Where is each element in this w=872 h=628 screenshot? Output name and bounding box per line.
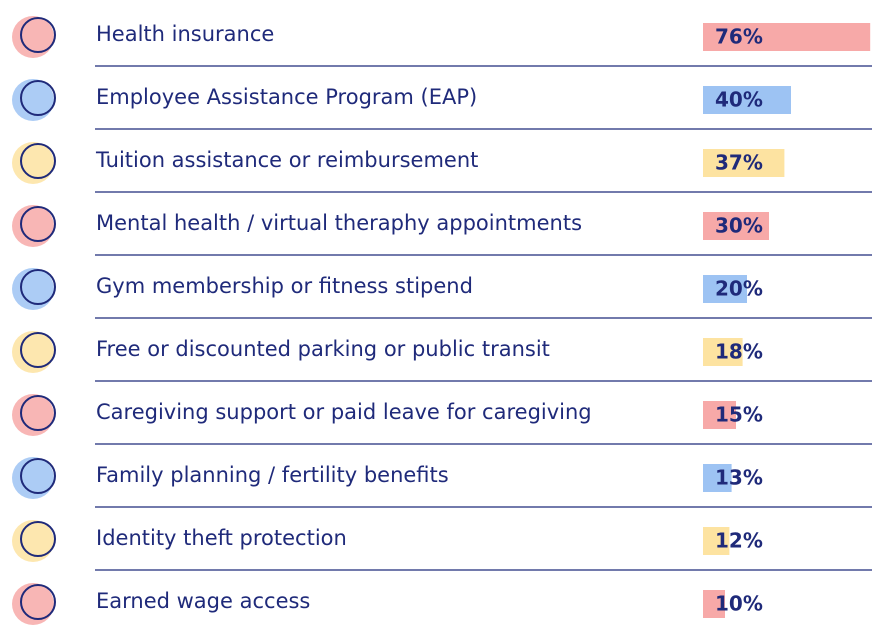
bar [703, 338, 743, 366]
category-label: Earned wage access [96, 589, 310, 613]
bar [703, 464, 732, 492]
icon-outline [20, 584, 56, 620]
category-label: Free or discounted parking or public tra… [96, 337, 550, 361]
value-label: 18% [715, 340, 763, 364]
icon-outline [20, 521, 56, 557]
bar [703, 149, 785, 177]
category-label: Family planning / fertility benefits [96, 463, 449, 487]
category-label: Tuition assistance or reimbursement [95, 148, 478, 172]
bar [703, 23, 871, 51]
icon-outline [20, 80, 56, 116]
icon-outline [20, 206, 56, 242]
value-label: 30% [715, 214, 763, 238]
value-label: 12% [715, 529, 763, 553]
icon-outline [20, 458, 56, 494]
bar [703, 212, 769, 240]
category-label: Health insurance [96, 22, 274, 46]
value-label: 20% [715, 277, 763, 301]
category-label: Gym membership or fitness stipend [96, 274, 473, 298]
category-label: Identity theft protection [96, 526, 347, 550]
category-label: Caregiving support or paid leave for car… [96, 400, 592, 424]
icon-outline [20, 269, 56, 305]
bar [703, 527, 730, 555]
bar [703, 275, 747, 303]
category-label: Employee Assistance Program (EAP) [96, 85, 477, 109]
icon-outline [20, 17, 56, 53]
bar [703, 590, 725, 618]
value-label: 76% [715, 25, 763, 49]
value-label: 37% [715, 151, 763, 175]
bar [703, 86, 791, 114]
value-label: 10% [715, 592, 763, 616]
value-label: 13% [715, 466, 763, 490]
bar [703, 401, 736, 429]
icon-outline [20, 332, 56, 368]
value-label: 15% [715, 403, 763, 427]
value-label: 40% [715, 88, 763, 112]
category-label: Mental health / virtual theraphy appoint… [96, 211, 582, 235]
icon-outline [20, 395, 56, 431]
icon-outline [20, 143, 56, 179]
